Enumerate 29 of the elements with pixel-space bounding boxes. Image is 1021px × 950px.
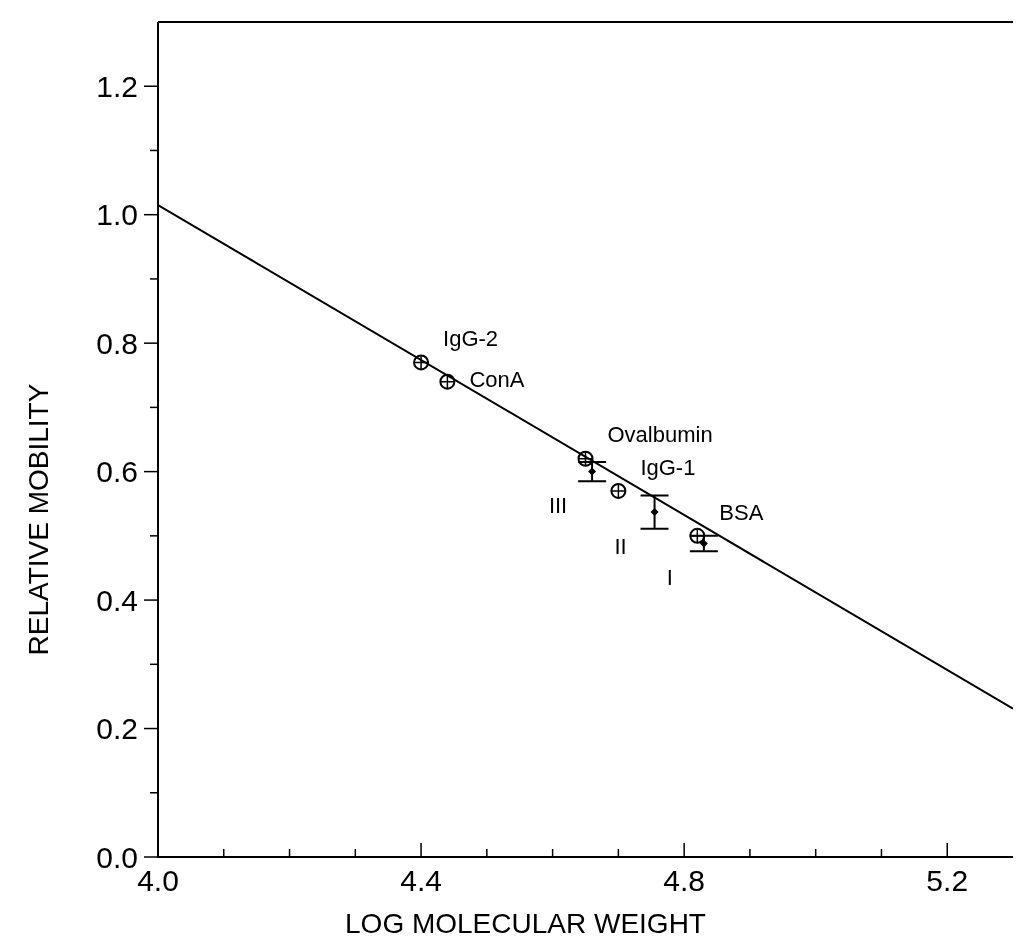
point xyxy=(699,539,708,548)
y-tick-label: 1.2 xyxy=(96,69,138,103)
point xyxy=(413,354,430,371)
annotation: I xyxy=(666,565,673,591)
annotation: IgG-1 xyxy=(640,454,696,480)
point xyxy=(577,450,594,467)
y-tick-label: 0.2 xyxy=(96,712,138,746)
y-tick-label: 0.4 xyxy=(96,583,138,617)
annotation: ConA xyxy=(469,367,525,393)
y-tick-label: 0.8 xyxy=(96,326,138,360)
annotation: BSA xyxy=(719,499,764,525)
annotation: II xyxy=(614,533,627,559)
x-tick-label: 4.4 xyxy=(400,864,442,897)
point xyxy=(689,527,706,544)
point xyxy=(610,482,627,499)
annotation: III xyxy=(548,493,568,519)
y-tick-label: 0.0 xyxy=(96,840,138,874)
y-tick-label: 0.6 xyxy=(96,455,138,489)
annotation: IgG-2 xyxy=(443,326,499,352)
x-tick-label: 4.8 xyxy=(663,864,706,897)
x-tick-label: 4.0 xyxy=(137,864,179,897)
point xyxy=(650,508,659,517)
point xyxy=(439,373,456,390)
x-axis-title: LOG MOLECULAR WEIGHT xyxy=(345,908,706,939)
y-tick-label: 1.0 xyxy=(96,198,138,232)
annotation: Ovalbumin xyxy=(607,422,713,448)
point xyxy=(588,467,597,476)
x-tick-label: 5.2 xyxy=(926,864,969,897)
y-axis-title: RELATIVE MOBILITY xyxy=(23,383,54,656)
